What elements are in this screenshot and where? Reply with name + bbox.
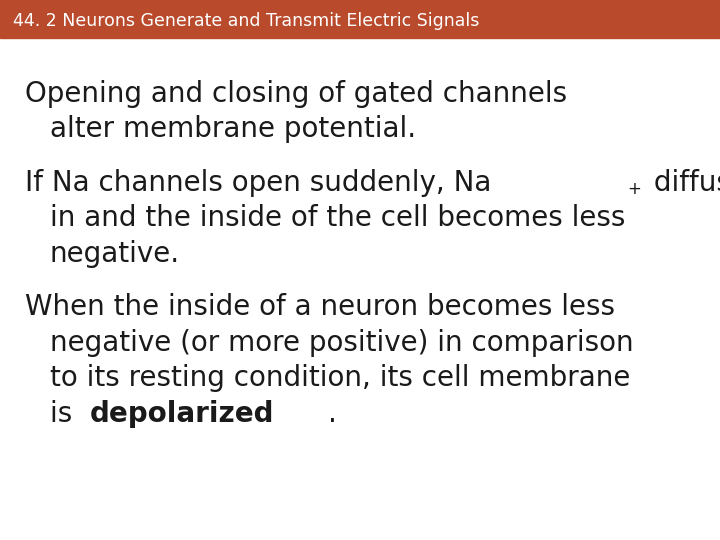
Text: Opening and closing of gated channels: Opening and closing of gated channels — [25, 80, 567, 108]
Text: 44. 2 Neurons Generate and Transmit Electric Signals: 44. 2 Neurons Generate and Transmit Elec… — [13, 12, 480, 30]
Text: negative (or more positive) in comparison: negative (or more positive) in compariso… — [50, 329, 634, 357]
Text: diffuses: diffuses — [644, 169, 720, 197]
Text: is: is — [50, 400, 81, 428]
Text: When the inside of a neuron becomes less: When the inside of a neuron becomes less — [25, 294, 615, 321]
Text: in and the inside of the cell becomes less: in and the inside of the cell becomes le… — [50, 205, 626, 233]
Text: to its resting condition, its cell membrane: to its resting condition, its cell membr… — [50, 364, 631, 393]
Text: alter membrane potential.: alter membrane potential. — [50, 116, 416, 144]
Text: negative.: negative. — [50, 240, 180, 268]
Bar — [0, 0, 720, 38]
Text: +: + — [627, 180, 641, 198]
Text: If Na channels open suddenly, Na: If Na channels open suddenly, Na — [25, 169, 491, 197]
Text: .: . — [328, 400, 337, 428]
Text: depolarized: depolarized — [90, 400, 274, 428]
